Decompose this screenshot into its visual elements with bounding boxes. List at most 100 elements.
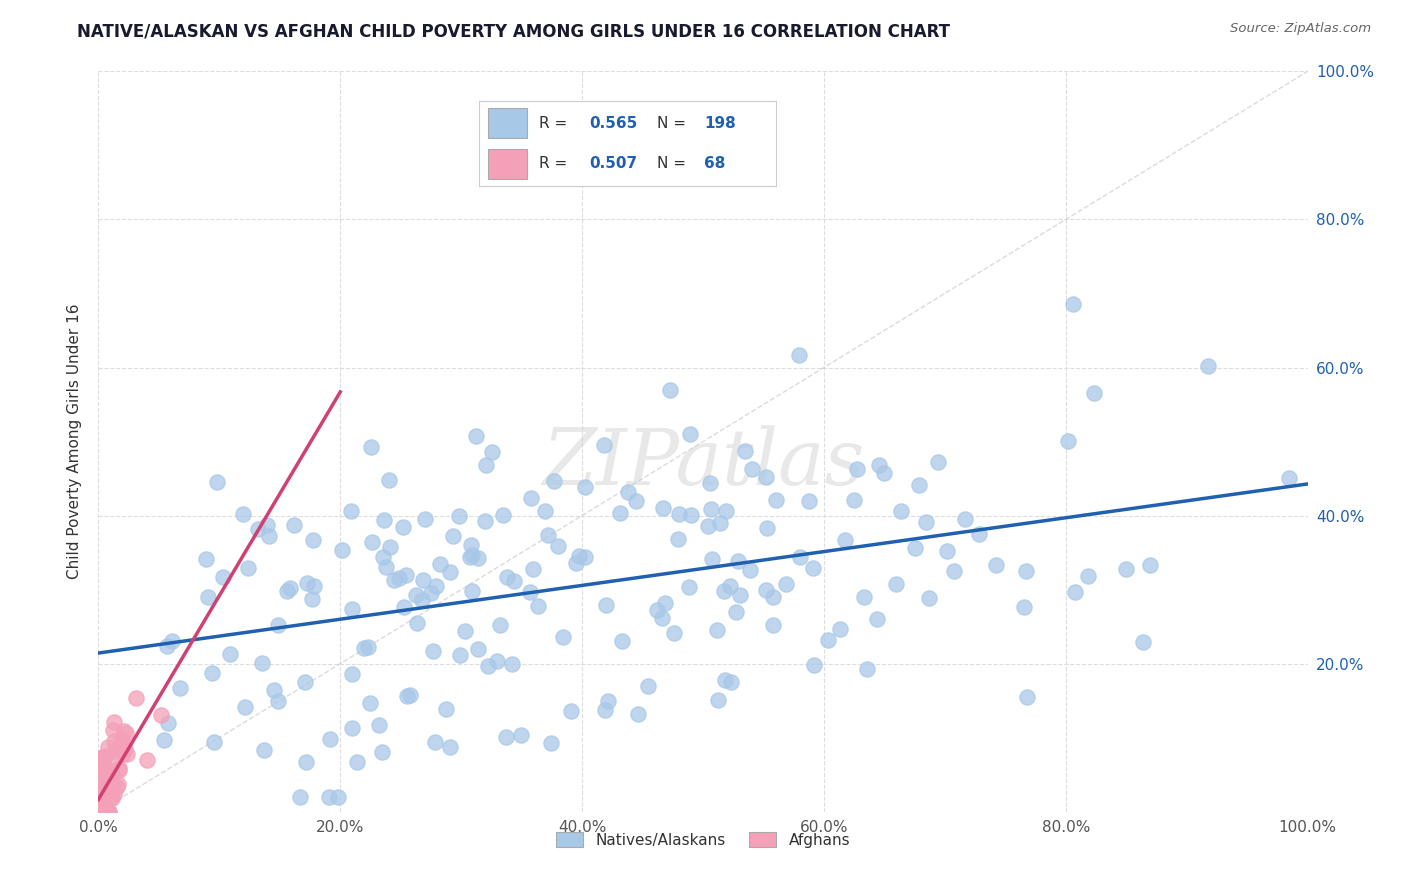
Point — [917, 591, 939, 605]
Point — [598, 693, 620, 707]
Point — [486, 654, 509, 668]
Point — [112, 724, 135, 739]
Point — [413, 512, 436, 526]
Point — [94, 789, 117, 804]
Point — [495, 730, 517, 744]
Point — [368, 718, 391, 732]
Point — [114, 742, 136, 756]
Point — [405, 588, 427, 602]
Point — [420, 586, 443, 600]
Point — [103, 787, 125, 801]
Point — [856, 663, 879, 677]
Point — [232, 507, 254, 521]
Point — [94, 802, 117, 816]
Point — [439, 739, 461, 754]
Point — [461, 584, 484, 599]
Point — [496, 570, 519, 584]
Point — [489, 618, 512, 632]
Point — [115, 747, 138, 761]
Point — [725, 605, 748, 619]
Point — [96, 784, 118, 798]
Point — [551, 630, 574, 644]
Point — [659, 383, 682, 397]
Point — [169, 681, 191, 695]
Point — [107, 761, 129, 775]
Point — [103, 777, 125, 791]
Point — [828, 622, 851, 636]
Point — [481, 445, 503, 459]
Point — [360, 441, 382, 455]
Point — [294, 674, 316, 689]
Point — [89, 805, 111, 819]
Point — [942, 564, 965, 578]
Point — [645, 603, 668, 617]
Point — [662, 626, 685, 640]
Point — [755, 470, 778, 484]
Point — [651, 501, 673, 516]
Point — [96, 805, 118, 819]
Point — [90, 781, 112, 796]
Point — [94, 766, 117, 780]
Point — [256, 518, 278, 533]
Point — [679, 427, 702, 442]
Point — [197, 591, 219, 605]
Point — [101, 790, 124, 805]
Point — [460, 549, 482, 564]
Point — [574, 480, 596, 494]
Point — [1056, 434, 1078, 448]
Point — [87, 805, 110, 819]
Point — [449, 648, 471, 662]
Point — [845, 462, 868, 476]
Point — [353, 641, 375, 656]
Point — [565, 556, 588, 570]
Point — [103, 715, 125, 730]
Point — [101, 723, 124, 738]
Point — [91, 789, 114, 804]
Point — [425, 579, 447, 593]
Point — [803, 658, 825, 673]
Point — [278, 581, 301, 595]
Point — [467, 642, 489, 657]
Point — [374, 560, 396, 574]
Point — [93, 799, 115, 814]
Point — [762, 618, 785, 632]
Point — [156, 715, 179, 730]
Point — [755, 582, 778, 597]
Point — [904, 541, 927, 556]
Point — [492, 508, 515, 522]
Point — [103, 734, 125, 748]
Point — [340, 721, 363, 735]
Point — [593, 438, 616, 452]
Point — [87, 788, 110, 802]
Point — [429, 557, 451, 571]
Point — [96, 801, 118, 815]
Point — [301, 533, 323, 548]
Point — [380, 540, 402, 554]
Point — [465, 428, 488, 442]
Point — [238, 561, 260, 575]
Point — [1197, 359, 1219, 373]
Point — [789, 549, 811, 564]
Point — [94, 805, 117, 819]
Point — [246, 522, 269, 536]
Text: ZIPatlas: ZIPatlas — [541, 425, 865, 502]
Point — [202, 735, 225, 749]
Point — [908, 478, 931, 492]
Point — [97, 740, 120, 755]
Point — [207, 475, 229, 490]
Point — [361, 534, 384, 549]
Point — [107, 741, 129, 756]
Point — [560, 704, 582, 718]
Point — [915, 515, 938, 529]
Point — [391, 519, 413, 533]
Text: Source: ZipAtlas.com: Source: ZipAtlas.com — [1230, 22, 1371, 36]
Point — [94, 805, 117, 819]
Point — [112, 747, 135, 761]
Point — [98, 805, 121, 819]
Point — [624, 494, 647, 508]
Point — [412, 573, 434, 587]
Point — [696, 519, 718, 533]
Point — [93, 791, 115, 805]
Point — [522, 562, 544, 576]
Point — [540, 736, 562, 750]
